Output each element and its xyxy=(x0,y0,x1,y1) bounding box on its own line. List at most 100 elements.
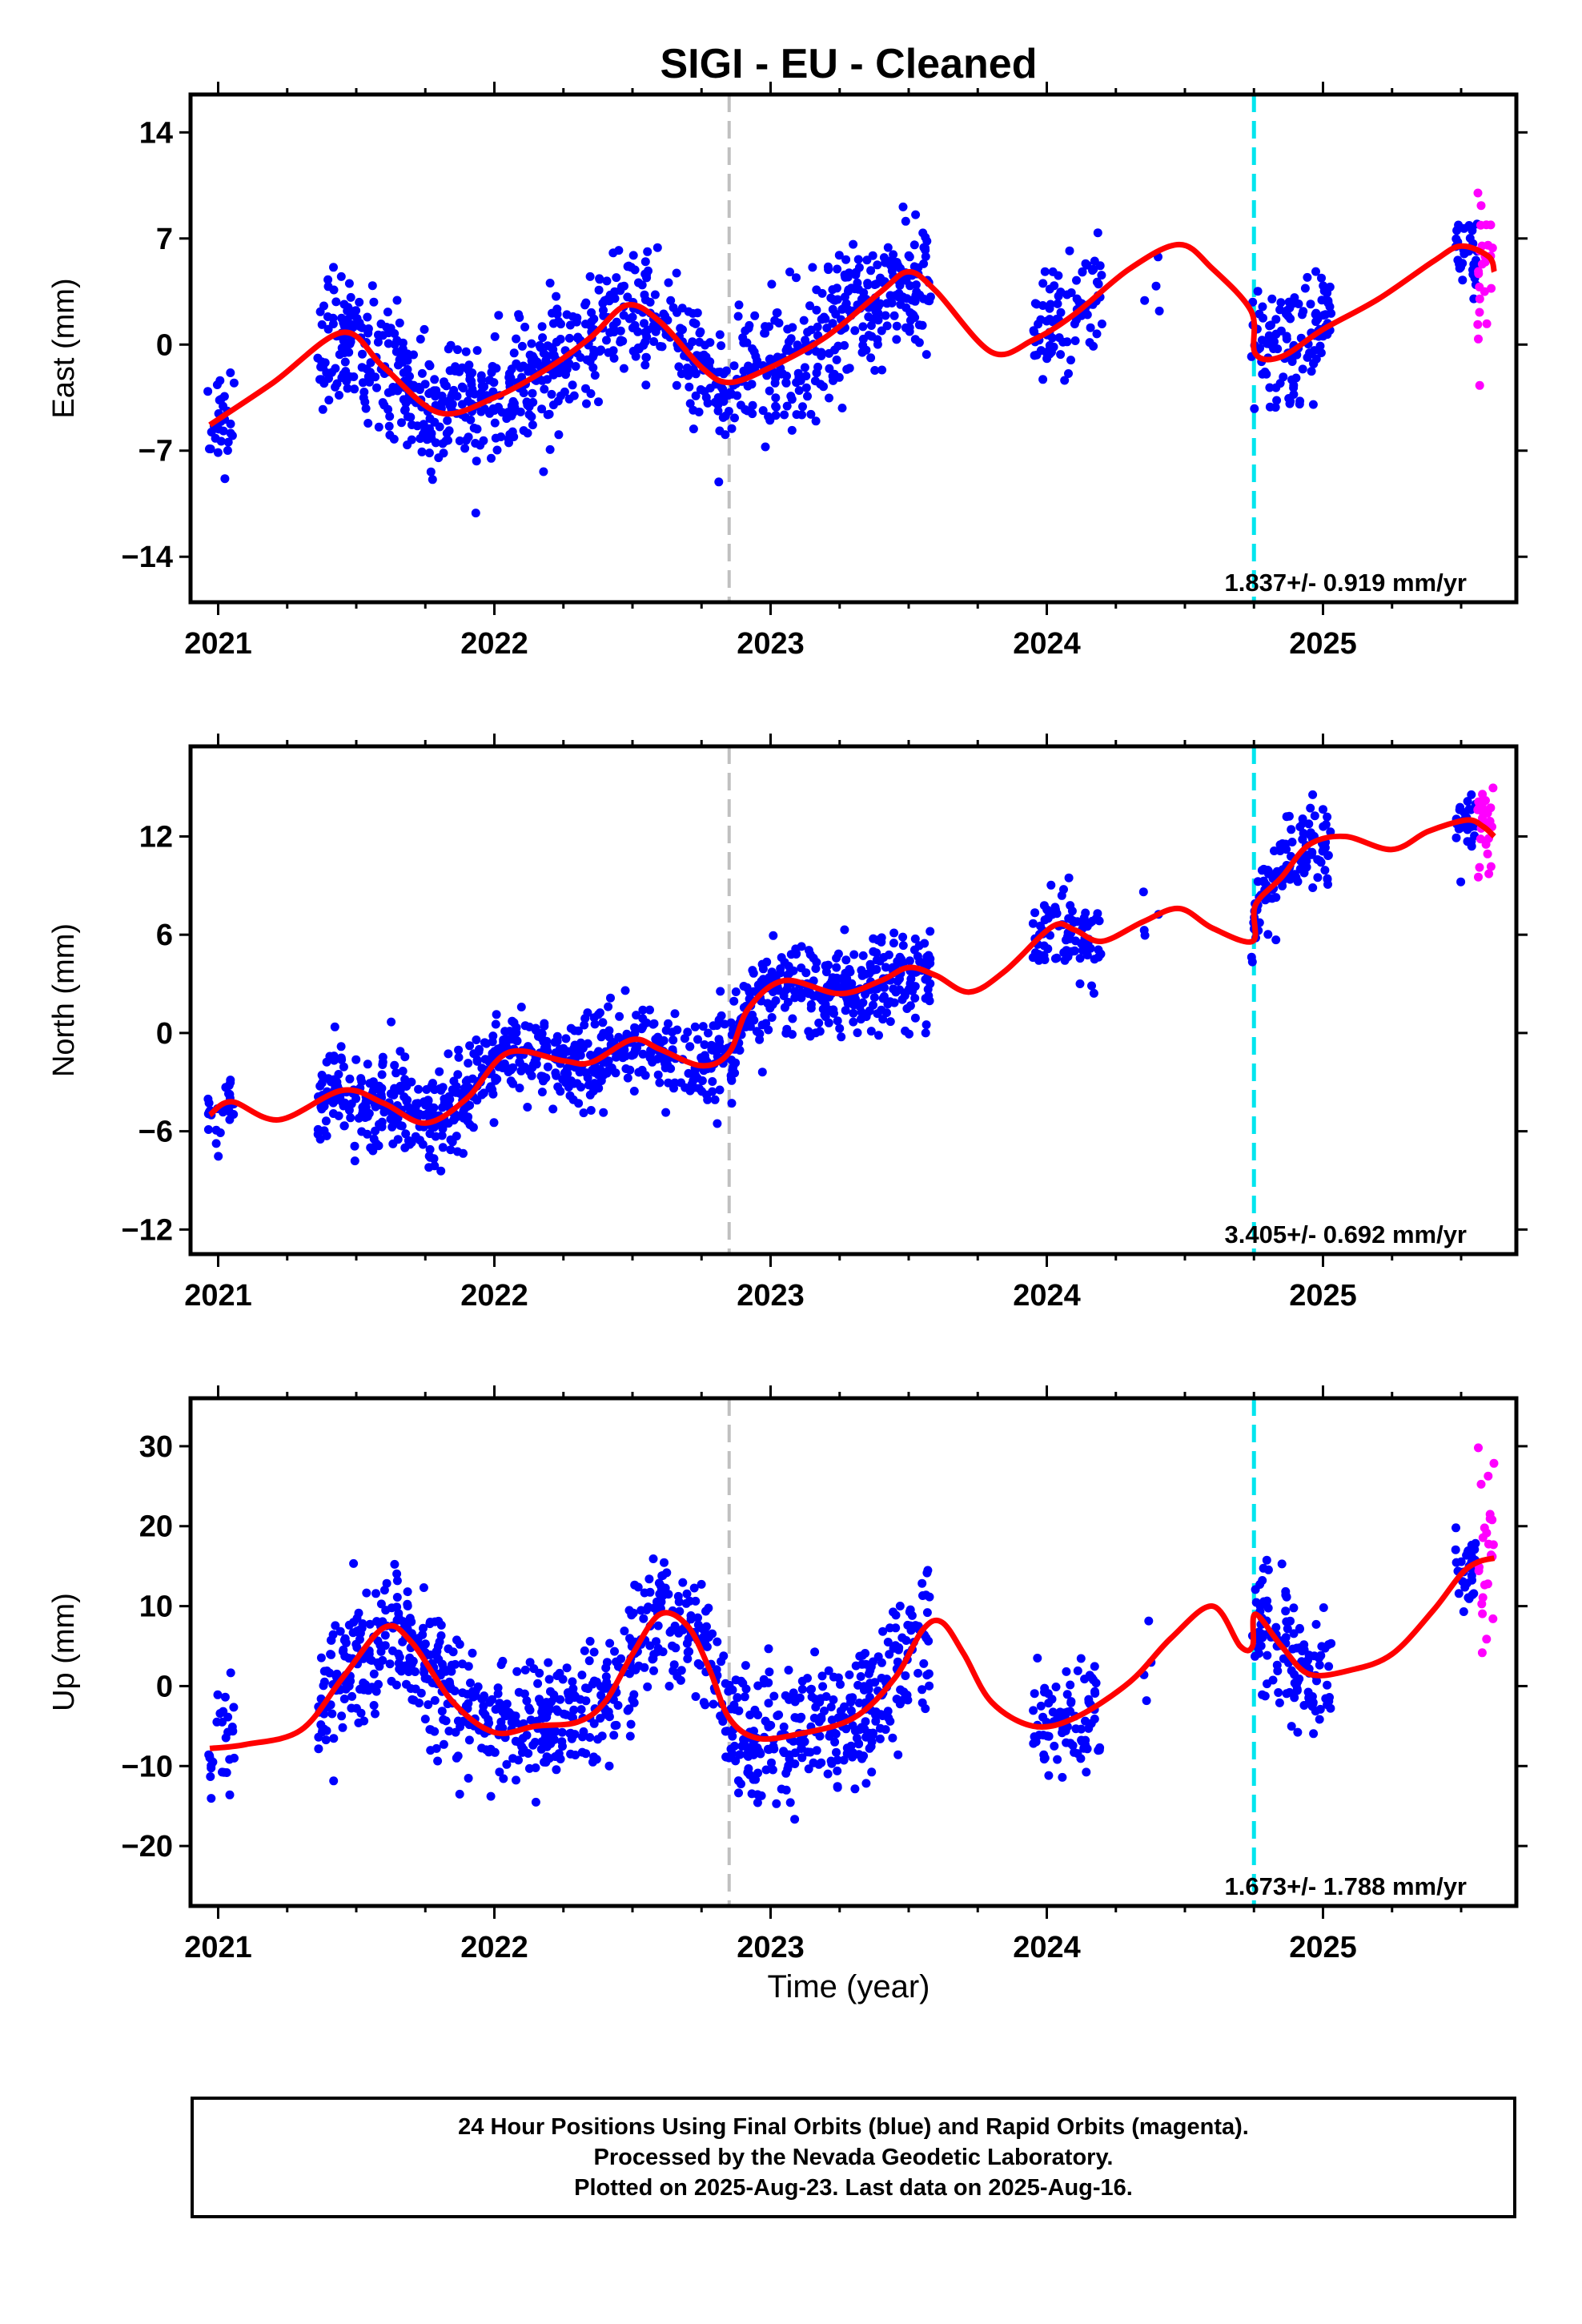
data-point xyxy=(764,1025,773,1035)
data-point xyxy=(1317,273,1326,283)
data-point xyxy=(1290,1693,1299,1703)
data-point xyxy=(419,1583,428,1592)
data-point xyxy=(797,942,806,951)
data-point xyxy=(444,344,453,354)
y-axis-label: East (mm) xyxy=(47,278,81,418)
data-point xyxy=(905,1607,914,1617)
data-point xyxy=(787,395,797,404)
data-point xyxy=(828,285,837,295)
data-point xyxy=(803,328,813,337)
data-point xyxy=(606,993,615,1003)
data-point xyxy=(331,1621,340,1630)
data-point xyxy=(391,1068,401,1078)
data-point xyxy=(803,392,812,401)
data-point xyxy=(593,1735,603,1744)
data-point xyxy=(427,428,436,438)
data-point xyxy=(763,999,773,1008)
data-point xyxy=(831,309,841,319)
data-point xyxy=(543,1046,552,1055)
data-point xyxy=(324,396,334,405)
data-point xyxy=(1315,341,1325,351)
data-point xyxy=(557,1727,567,1737)
data-point xyxy=(923,1566,933,1575)
data-point xyxy=(1303,272,1312,282)
data-point xyxy=(371,1709,379,1719)
plot-area xyxy=(203,746,1498,1254)
data-point xyxy=(833,1755,842,1765)
data-point xyxy=(344,279,354,288)
data-point xyxy=(833,1783,842,1792)
data-point xyxy=(464,1059,473,1068)
data-point xyxy=(727,424,737,433)
rapid-point xyxy=(1478,1533,1488,1542)
data-point xyxy=(327,1650,336,1659)
data-point xyxy=(1154,306,1164,316)
data-point xyxy=(785,267,794,277)
data-point xyxy=(1047,1695,1057,1704)
data-point xyxy=(344,1654,354,1663)
data-point xyxy=(547,389,556,399)
data-point xyxy=(403,364,412,374)
data-point xyxy=(1258,302,1267,312)
data-point xyxy=(504,378,514,388)
data-point xyxy=(417,368,427,378)
data-point xyxy=(747,1789,757,1799)
data-point xyxy=(461,347,471,356)
data-point xyxy=(389,1090,399,1100)
data-point xyxy=(772,1799,781,1808)
data-point xyxy=(429,1154,439,1164)
model-curve xyxy=(207,817,1496,1126)
data-point xyxy=(329,1734,339,1743)
data-point xyxy=(340,1634,350,1643)
data-point xyxy=(1039,1755,1049,1764)
data-point xyxy=(350,384,359,394)
data-point xyxy=(917,1578,927,1588)
data-point xyxy=(619,364,628,373)
rapid-point xyxy=(1488,1515,1497,1525)
data-point xyxy=(376,1599,386,1609)
data-point xyxy=(748,409,757,419)
data-point xyxy=(899,1687,909,1697)
data-point xyxy=(1283,1624,1292,1634)
data-point xyxy=(351,1094,361,1104)
data-point xyxy=(1469,259,1479,269)
data-point xyxy=(545,444,555,454)
panels: −14 −7 0 7 14 2021 2022 2023 2024 2025 East (mm) 1.… xyxy=(47,82,1528,1964)
data-point xyxy=(638,1049,648,1059)
data-point xyxy=(1282,1689,1291,1699)
data-point xyxy=(1056,1711,1066,1720)
data-point xyxy=(425,1619,435,1629)
data-point xyxy=(700,1040,709,1049)
data-point xyxy=(338,1723,347,1732)
data-point xyxy=(648,1057,657,1067)
data-point xyxy=(443,416,452,425)
data-point xyxy=(532,357,542,367)
data-point xyxy=(420,380,430,389)
data-point xyxy=(910,993,920,1003)
data-point xyxy=(904,251,913,260)
plot-frame xyxy=(188,744,1519,1256)
data-point xyxy=(897,294,906,304)
data-point xyxy=(1144,1616,1154,1626)
data-point xyxy=(371,1589,380,1598)
data-point xyxy=(909,240,919,250)
data-point xyxy=(850,1784,860,1794)
data-point xyxy=(849,950,859,959)
data-point xyxy=(797,1744,806,1753)
data-point xyxy=(668,1641,677,1651)
data-point xyxy=(540,384,549,394)
data-point xyxy=(1036,1701,1046,1711)
data-point xyxy=(484,1715,493,1724)
data-point xyxy=(655,1078,665,1088)
data-point xyxy=(517,341,527,351)
data-point xyxy=(883,1638,893,1647)
data-point xyxy=(708,1087,717,1096)
data-point xyxy=(649,337,659,346)
data-point xyxy=(485,376,494,385)
data-point xyxy=(449,1116,459,1125)
data-point xyxy=(526,1715,536,1725)
data-point xyxy=(471,439,480,448)
y-tick-label: 20 xyxy=(139,1510,173,1544)
data-point xyxy=(1045,340,1054,350)
data-point xyxy=(879,991,889,1001)
